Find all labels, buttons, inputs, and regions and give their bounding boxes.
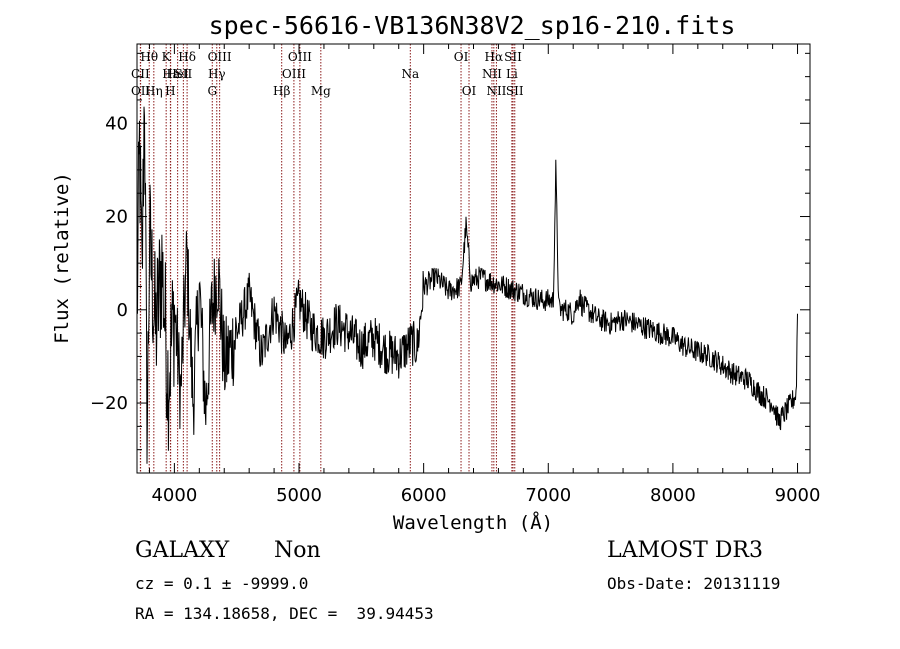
spectral-line-label: Mg	[311, 84, 331, 98]
spectral-line-label: NII	[486, 84, 506, 98]
x-tick-label: 6000	[401, 485, 447, 506]
spectral-line-label: OIII	[208, 50, 232, 64]
spectral-line-label: Hδ	[178, 50, 196, 64]
spectral-line-label: SII	[175, 67, 193, 81]
spectral-line-label: Hγ	[208, 67, 226, 81]
spectral-line-label: Hβ	[273, 84, 290, 98]
spectral-line-label: SII	[504, 50, 522, 64]
chart-title: spec-56616-VB136N38V2_sp16-210.fits	[209, 11, 736, 40]
x-tick-label: 4000	[151, 485, 197, 506]
spectral-line-label: NII	[482, 67, 502, 81]
x-tick-label: 9000	[775, 485, 821, 506]
observation-date: Obs-Date: 20131119	[607, 574, 781, 593]
object-class: GALAXY	[135, 538, 230, 563]
coordinates-line: RA = 134.18658, DEC = 39.94453	[135, 604, 434, 623]
spectral-line-label: Hη	[145, 84, 163, 98]
object-subclass: Non	[274, 538, 321, 563]
spectral-line-markers	[139, 44, 516, 473]
spectral-line-label: OIII	[282, 67, 306, 81]
spectral-line-label: HeI	[166, 67, 189, 81]
spectral-line-label: OI	[462, 84, 477, 98]
plot-frame	[136, 43, 811, 474]
y-axis-label: Flux (relative)	[51, 172, 73, 344]
x-tick-label: 5000	[276, 485, 322, 506]
spectral-line-label: SII	[506, 84, 524, 98]
spectral-line-label: Na	[401, 67, 419, 81]
spectrum-series-group	[136, 106, 798, 464]
spectral-line-label: Hε	[162, 67, 179, 81]
axis-ticks	[137, 44, 810, 473]
spectral-line-label: OII	[131, 84, 151, 98]
x-tick-label: 8000	[650, 485, 696, 506]
spectral-line-label: G	[207, 84, 217, 98]
spectral-line-label: K	[162, 50, 172, 64]
spectral-line-label: CII	[131, 67, 150, 81]
spectral-line-label: H	[165, 84, 175, 98]
spectral-line-label: Li	[506, 67, 518, 81]
spectral-line-label: Hθ	[140, 50, 158, 64]
y-tick-label: −20	[90, 393, 128, 414]
y-tick-label: 20	[105, 207, 128, 228]
y-tick-label: 40	[105, 113, 128, 134]
spectrum-line	[136, 106, 798, 464]
survey-name: LAMOST DR3	[607, 538, 763, 563]
axis-tick-labels: 4000 5000 6000 7000 8000 9000 −20 0 20 40	[90, 113, 820, 506]
x-tick-label: 7000	[525, 485, 571, 506]
y-tick-label: 0	[117, 300, 128, 321]
spectral-line-label: OI	[454, 50, 469, 64]
spectral-line-label: Hα	[485, 50, 504, 64]
spectral-line-label: OIII	[288, 50, 312, 64]
redshift-line: cz = 0.1 ± -9999.0	[135, 574, 309, 593]
x-axis-label: Wavelength (Å)	[393, 511, 553, 534]
